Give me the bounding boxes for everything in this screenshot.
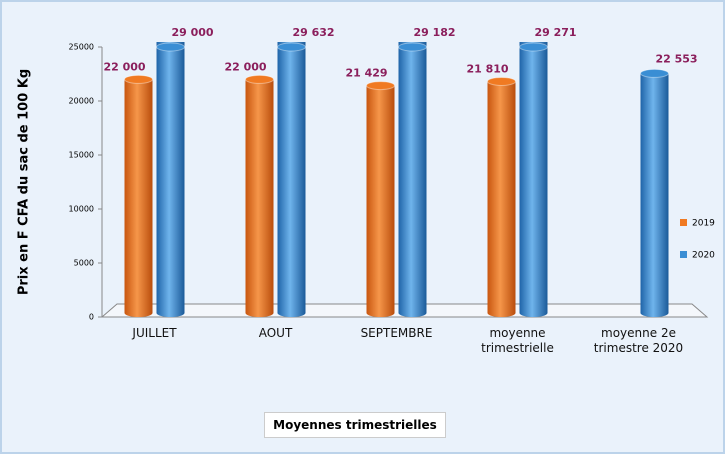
bar-body: [640, 73, 669, 313]
legend-swatch: [680, 251, 687, 258]
bar-base: [245, 309, 274, 317]
bar-top: [156, 42, 185, 52]
bar: [124, 74, 153, 317]
x-tick-label: SEPTEMBRE: [360, 326, 433, 340]
x-tick-label: AOUT: [258, 326, 293, 340]
y-tick-label: 0: [89, 313, 94, 322]
bar-base: [519, 309, 548, 317]
bar-top: [245, 74, 274, 84]
bar: [487, 76, 516, 317]
bar-top: [124, 74, 153, 84]
bar-top: [366, 81, 395, 91]
data-label: 21 810: [466, 62, 508, 75]
bar-top: [519, 42, 548, 52]
x-tick-label: moyenne trimestrielle: [481, 326, 554, 355]
data-label: 29 182: [413, 26, 455, 39]
legend-label: 2020: [692, 251, 715, 261]
bar: [640, 68, 669, 317]
x-axis-title: Moyennes trimestrielles: [264, 412, 446, 438]
y-tick-label: 15000: [69, 151, 94, 160]
y-tick-label: 20000: [69, 97, 94, 106]
bar: [277, 42, 306, 317]
data-label: 29 271: [534, 26, 576, 39]
bar: [245, 74, 274, 317]
bar-base: [366, 309, 395, 317]
bar-body: [124, 79, 153, 314]
bar-body: [245, 79, 274, 314]
data-label: 22 553: [655, 52, 697, 65]
y-axis-title: Prix en F CFA du sac de 100 Kg: [17, 69, 32, 295]
legend-label: 2019: [692, 219, 715, 229]
data-label: 21 429: [345, 67, 387, 80]
bar-body: [487, 81, 516, 314]
bar-body: [156, 42, 185, 314]
bar-base: [277, 309, 306, 317]
data-label: 29 000: [171, 26, 213, 39]
data-label: 22 000: [103, 60, 145, 73]
bar-base: [398, 309, 427, 317]
bar-base: [640, 309, 669, 317]
bar-top: [398, 42, 427, 52]
bar: [519, 42, 548, 317]
x-tick-label: JUILLET: [132, 326, 177, 340]
bar-base: [487, 309, 516, 317]
bar: [366, 81, 395, 317]
bar-base: [156, 309, 185, 317]
bar-top: [640, 68, 669, 78]
y-tick-label: 10000: [69, 205, 94, 214]
y-tick-label: 5000: [74, 259, 94, 268]
bar-base: [124, 309, 153, 317]
bar-top: [277, 42, 306, 52]
bars: [124, 42, 669, 317]
bar-body: [277, 42, 306, 314]
legend-swatch: [680, 219, 687, 226]
data-label: 22 000: [224, 60, 266, 73]
bar-body: [519, 42, 548, 314]
bar-body: [398, 42, 427, 313]
data-label: 29 632: [292, 26, 334, 39]
x-tick-label: moyenne 2e trimestre 2020: [593, 326, 684, 355]
y-tick-label: 25000: [69, 43, 94, 52]
bar-top: [487, 76, 516, 86]
bar: [398, 42, 427, 317]
bar-body: [366, 85, 395, 313]
bar: [156, 42, 185, 317]
